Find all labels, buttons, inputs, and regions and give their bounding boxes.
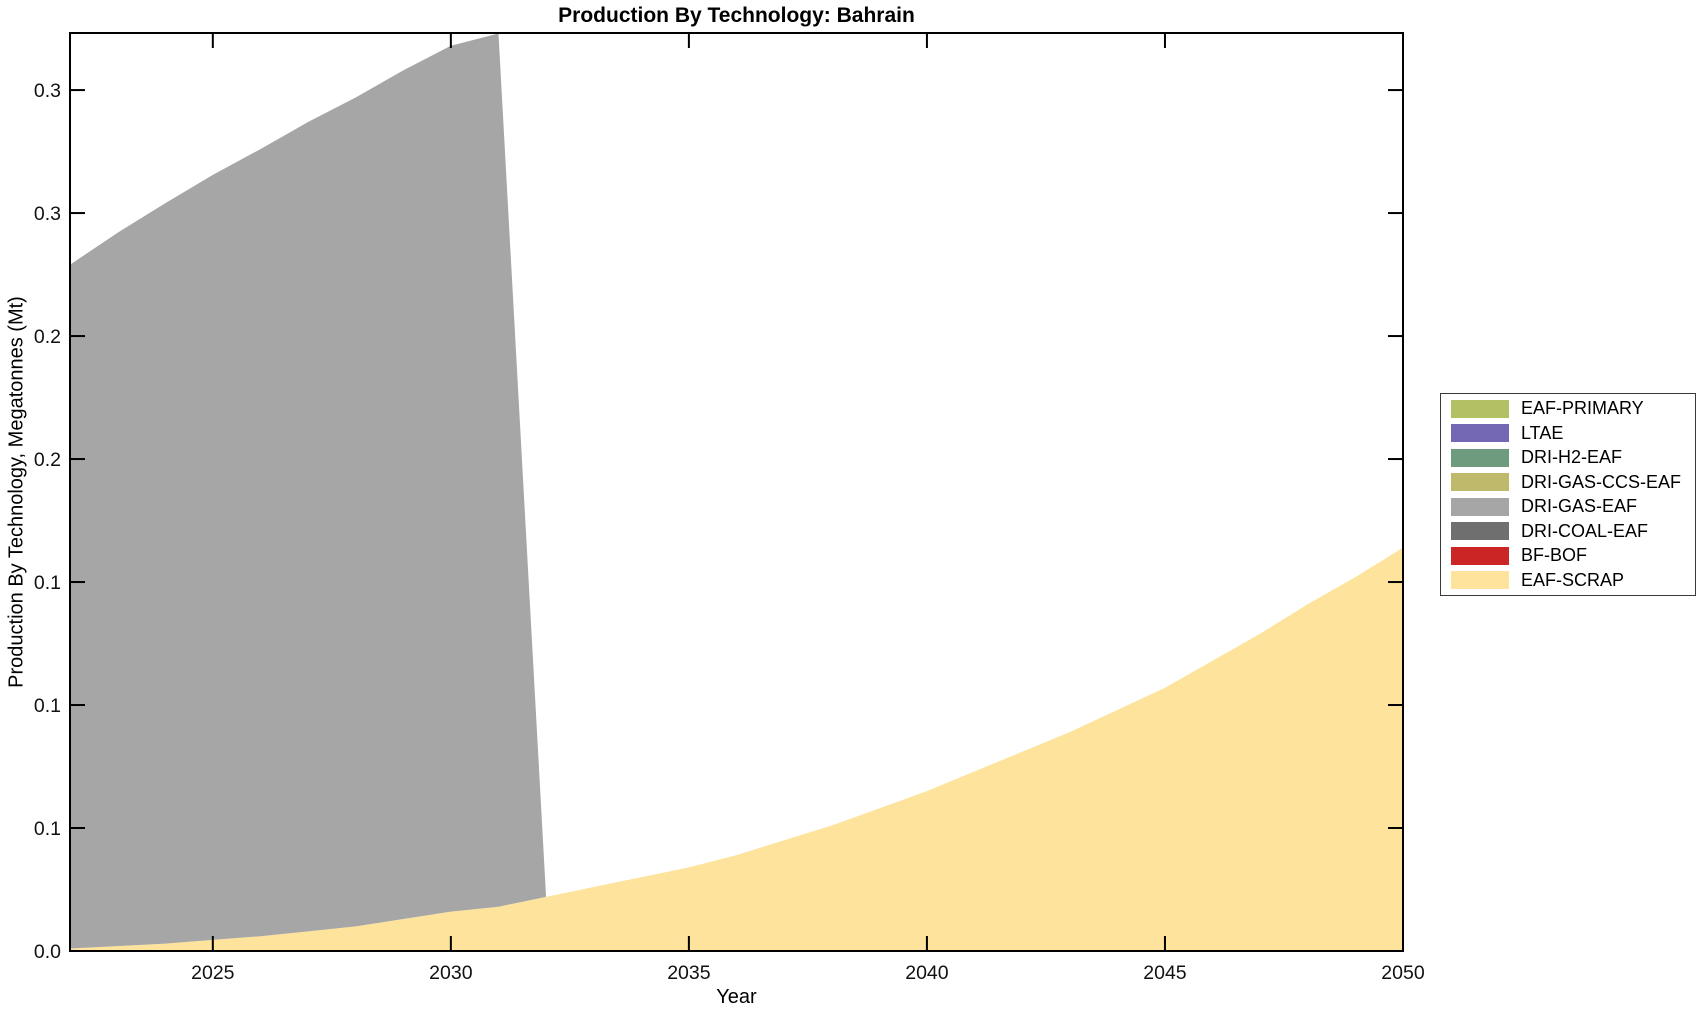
legend-swatch-EAF-SCRAP <box>1451 571 1509 590</box>
legend-swatch-DRI-COAL-EAF <box>1451 522 1509 541</box>
y-tick-label-0.3: 0.3 <box>34 80 61 102</box>
y-tick-label-0.1: 0.1 <box>34 695 61 717</box>
y-tick-label-0.1: 0.1 <box>34 572 61 594</box>
legend-label: LTAE <box>1521 422 1564 443</box>
legend-swatch-DRI-GAS-EAF <box>1451 497 1509 516</box>
legend-label: DRI-COAL-EAF <box>1521 520 1649 541</box>
legend-item-EAF-PRIMARY: EAF-PRIMARY <box>1441 397 1695 421</box>
legend-swatch-BF-BOF <box>1451 546 1509 565</box>
legend-swatch-DRI-GAS-CCS-EAF <box>1451 473 1509 492</box>
legend: EAF-PRIMARY LTAE DRI-H2-EAF DRI-GAS-CCS-EAF… <box>1440 393 1696 596</box>
y-tick-label-0.1: 0.1 <box>34 818 61 840</box>
y-tick-label-0.2: 0.2 <box>34 326 61 348</box>
legend-label: EAF-SCRAP <box>1521 569 1625 590</box>
chart-title: Production By Technology: Bahrain <box>558 4 915 27</box>
legend-item-DRI-GAS-CCS-EAF: DRI-GAS-CCS-EAF <box>1441 470 1695 494</box>
x-tick-label-2030: 2030 <box>429 962 473 984</box>
legend-label: DRI-H2-EAF <box>1521 447 1623 468</box>
legend-swatch-DRI-H2-EAF <box>1451 448 1509 467</box>
x-tick-label-2035: 2035 <box>667 962 711 984</box>
legend-label: DRI-GAS-EAF <box>1521 496 1638 517</box>
legend-item-EAF-SCRAP: EAF-SCRAP <box>1441 568 1695 592</box>
x-tick-label-2050: 2050 <box>1381 962 1425 984</box>
x-tick-label-2040: 2040 <box>905 962 949 984</box>
y-tick-label-0.0: 0.0 <box>34 941 61 963</box>
legend-label: DRI-GAS-CCS-EAF <box>1521 471 1682 492</box>
legend-label: BF-BOF <box>1521 545 1587 566</box>
legend-swatch-LTAE <box>1451 424 1509 443</box>
legend-item-DRI-COAL-EAF: DRI-COAL-EAF <box>1441 519 1695 543</box>
legend-item-DRI-H2-EAF: DRI-H2-EAF <box>1441 446 1695 470</box>
legend-item-DRI-GAS-EAF: DRI-GAS-EAF <box>1441 495 1695 519</box>
y-tick-label-0.3: 0.3 <box>34 203 61 225</box>
x-tick-label-2025: 2025 <box>191 962 235 984</box>
y-axis-label: Production By Technology, Megatonnes (Mt… <box>5 296 28 688</box>
legend-label: EAF-PRIMARY <box>1521 398 1644 419</box>
legend-item-BF-BOF: BF-BOF <box>1441 544 1695 568</box>
x-tick-label-2045: 2045 <box>1143 962 1187 984</box>
legend-item-LTAE: LTAE <box>1441 421 1695 445</box>
area-EAF-SCRAP <box>70 547 1403 951</box>
y-tick-label-0.2: 0.2 <box>34 449 61 471</box>
axes-box <box>69 32 1404 952</box>
x-axis-label: Year <box>716 986 757 1008</box>
legend-swatch-EAF-PRIMARY <box>1451 399 1509 418</box>
area-DRI-GAS-EAF <box>70 33 1403 949</box>
